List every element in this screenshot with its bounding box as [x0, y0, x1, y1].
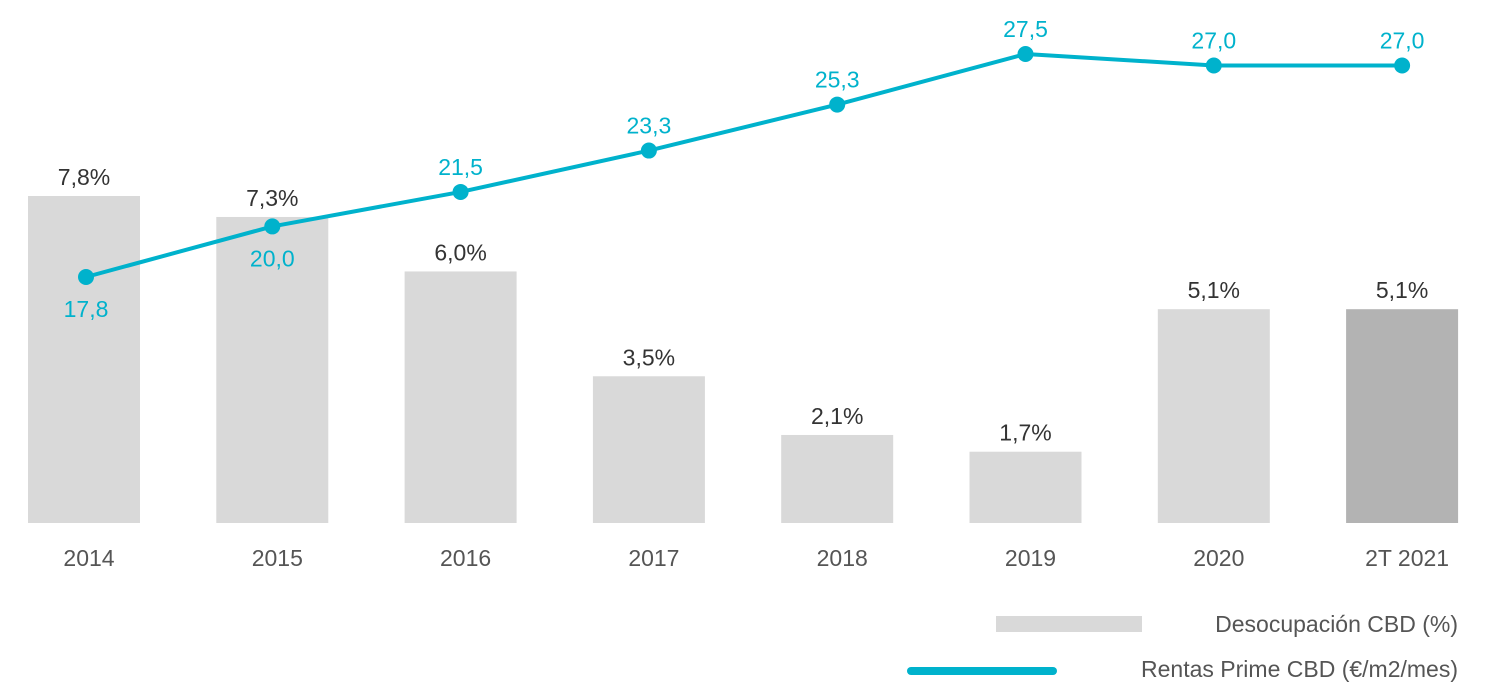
- bar-value-label-4: 2,1%: [811, 403, 863, 429]
- category-label-1: 2015: [252, 545, 303, 571]
- line-value-label-0: 17,8: [64, 296, 109, 322]
- line-value-label-4: 25,3: [815, 67, 860, 93]
- line-value-label-1: 20,0: [250, 245, 295, 271]
- bar-labels-group: 7,8% 7,3% 6,0% 3,5% 2,1% 1,7% 5,1% 5,1%: [58, 164, 1429, 446]
- bar-2: [404, 271, 517, 523]
- line-value-label-6: 27,0: [1191, 27, 1236, 53]
- line-point-5: [1017, 46, 1034, 62]
- bar-value-label-7: 5,1%: [1376, 277, 1428, 303]
- legend-bar-swatch: [996, 616, 1142, 632]
- bar-value-label-2: 6,0%: [434, 239, 486, 265]
- legend-bar-label: Desocupación CBD (%): [1215, 611, 1458, 637]
- line-point-6: [1205, 57, 1222, 74]
- line-labels-group: 17,8 20,0 21,5 23,3 25,3 27,5 27,0 27,0: [64, 16, 1425, 322]
- bars-group: [28, 196, 1459, 523]
- bar-value-label-5: 1,7%: [999, 420, 1051, 446]
- bar-3: [592, 376, 705, 523]
- bar-value-label-6: 5,1%: [1188, 277, 1240, 303]
- line-value-label-2: 21,5: [438, 154, 483, 180]
- bar-value-label-1: 7,3%: [246, 185, 298, 211]
- line-series-path: [85, 52, 1403, 279]
- line-series-group: [78, 46, 1411, 285]
- bar-4: [781, 434, 894, 523]
- line-point-1: [264, 218, 281, 235]
- line-point-0: [78, 269, 94, 285]
- line-value-label-7: 27,0: [1380, 27, 1425, 53]
- category-label-7: 2T 2021: [1365, 545, 1449, 571]
- line-value-label-3: 23,3: [627, 113, 672, 139]
- category-label-5: 2019: [1005, 545, 1056, 571]
- line-point-3: [640, 142, 657, 159]
- bar-7: [1346, 309, 1459, 523]
- line-point-2: [452, 183, 469, 200]
- bar-5: [969, 451, 1082, 523]
- category-label-6: 2020: [1193, 545, 1244, 571]
- category-label-2: 2016: [440, 545, 491, 571]
- category-label-0: 2014: [63, 545, 114, 571]
- legend-line-label: Rentas Prime CBD (€/m2/mes): [1141, 656, 1458, 682]
- category-label-3: 2017: [628, 545, 679, 571]
- category-labels-group: 2014 2015 2016 2017 2018 2019 2020 2T 2021: [63, 545, 1449, 571]
- line-value-label-5: 27,5: [1003, 16, 1048, 42]
- category-label-4: 2018: [817, 545, 868, 571]
- bar-1: [216, 216, 329, 523]
- bar-value-label-0: 7,8%: [58, 164, 110, 190]
- legend: Desocupación CBD (%) Rentas Prime CBD (€…: [907, 611, 1458, 682]
- bar-0: [28, 196, 140, 523]
- bar-value-label-3: 3,5%: [623, 344, 675, 370]
- line-point-4: [829, 96, 846, 113]
- line-point-7: [1394, 57, 1411, 74]
- bar-6: [1157, 309, 1270, 523]
